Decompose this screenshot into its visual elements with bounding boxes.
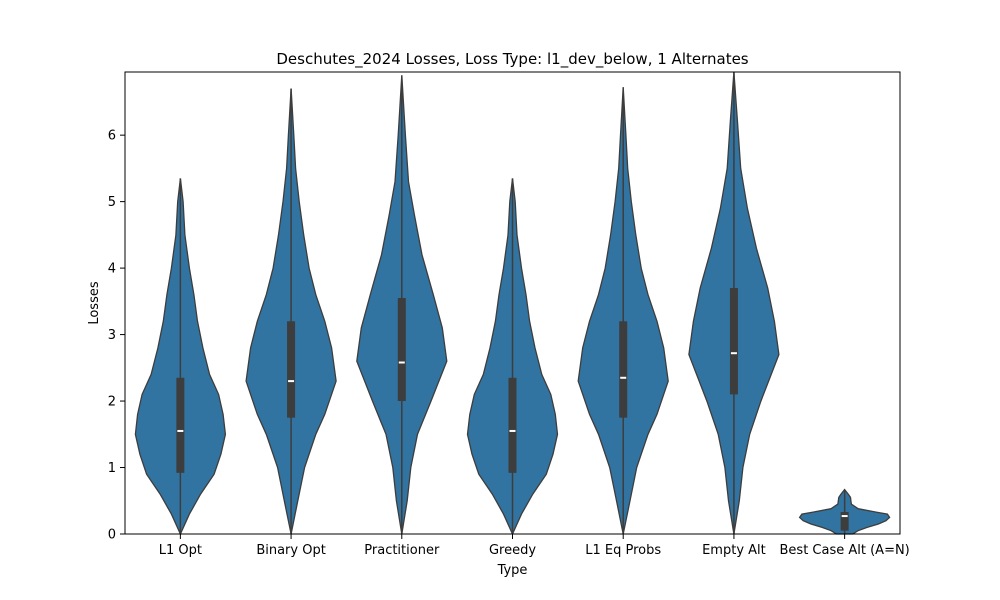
x-tick-label: Greedy [489, 543, 536, 558]
violin-iqr-box [840, 512, 849, 531]
violin-iqr-box [176, 377, 185, 473]
x-tick-label: Best Case Alt (A=N) [780, 543, 910, 558]
violin-iqr-box [287, 321, 296, 418]
y-tick-label: 4 [108, 262, 116, 277]
x-tick-label: Practitioner [364, 543, 440, 558]
violin-binary-opt [245, 88, 337, 535]
x-tick-label: Binary Opt [256, 543, 326, 558]
y-tick-label: 6 [108, 129, 116, 144]
violin-iqr-box [508, 377, 517, 473]
chart-title: Deschutes_2024 Losses, Loss Type: l1_dev… [276, 50, 748, 69]
x-axis-label: Type [497, 563, 528, 578]
violin-best-case-alt-a-n [798, 488, 891, 535]
y-axis-label: Losses [87, 281, 102, 325]
y-tick-label: 2 [108, 395, 116, 410]
plot-area: 0 1 2 3 4 5 6 L1 Opt Binary Opt Practitioner Greed… [108, 71, 910, 558]
x-tick-label: L1 Eq Probs [585, 543, 661, 558]
y-tick-label: 5 [108, 195, 116, 210]
y-tick-label: 3 [108, 328, 116, 343]
violin-iqr-box [729, 288, 738, 395]
x-tick-label: L1 Opt [159, 543, 202, 558]
violin-iqr-box [397, 298, 406, 402]
x-tick-label: Empty Alt [702, 543, 766, 558]
violin-practitioner [356, 75, 448, 535]
violin-greedy [466, 178, 559, 536]
y-tick-label: 0 [108, 528, 116, 543]
violin-iqr-box [619, 321, 628, 418]
y-tick-label: 1 [108, 461, 116, 476]
violin-l1-eq-probs [577, 87, 669, 535]
plot-frame [124, 71, 901, 535]
violin-l1-opt [134, 178, 227, 536]
